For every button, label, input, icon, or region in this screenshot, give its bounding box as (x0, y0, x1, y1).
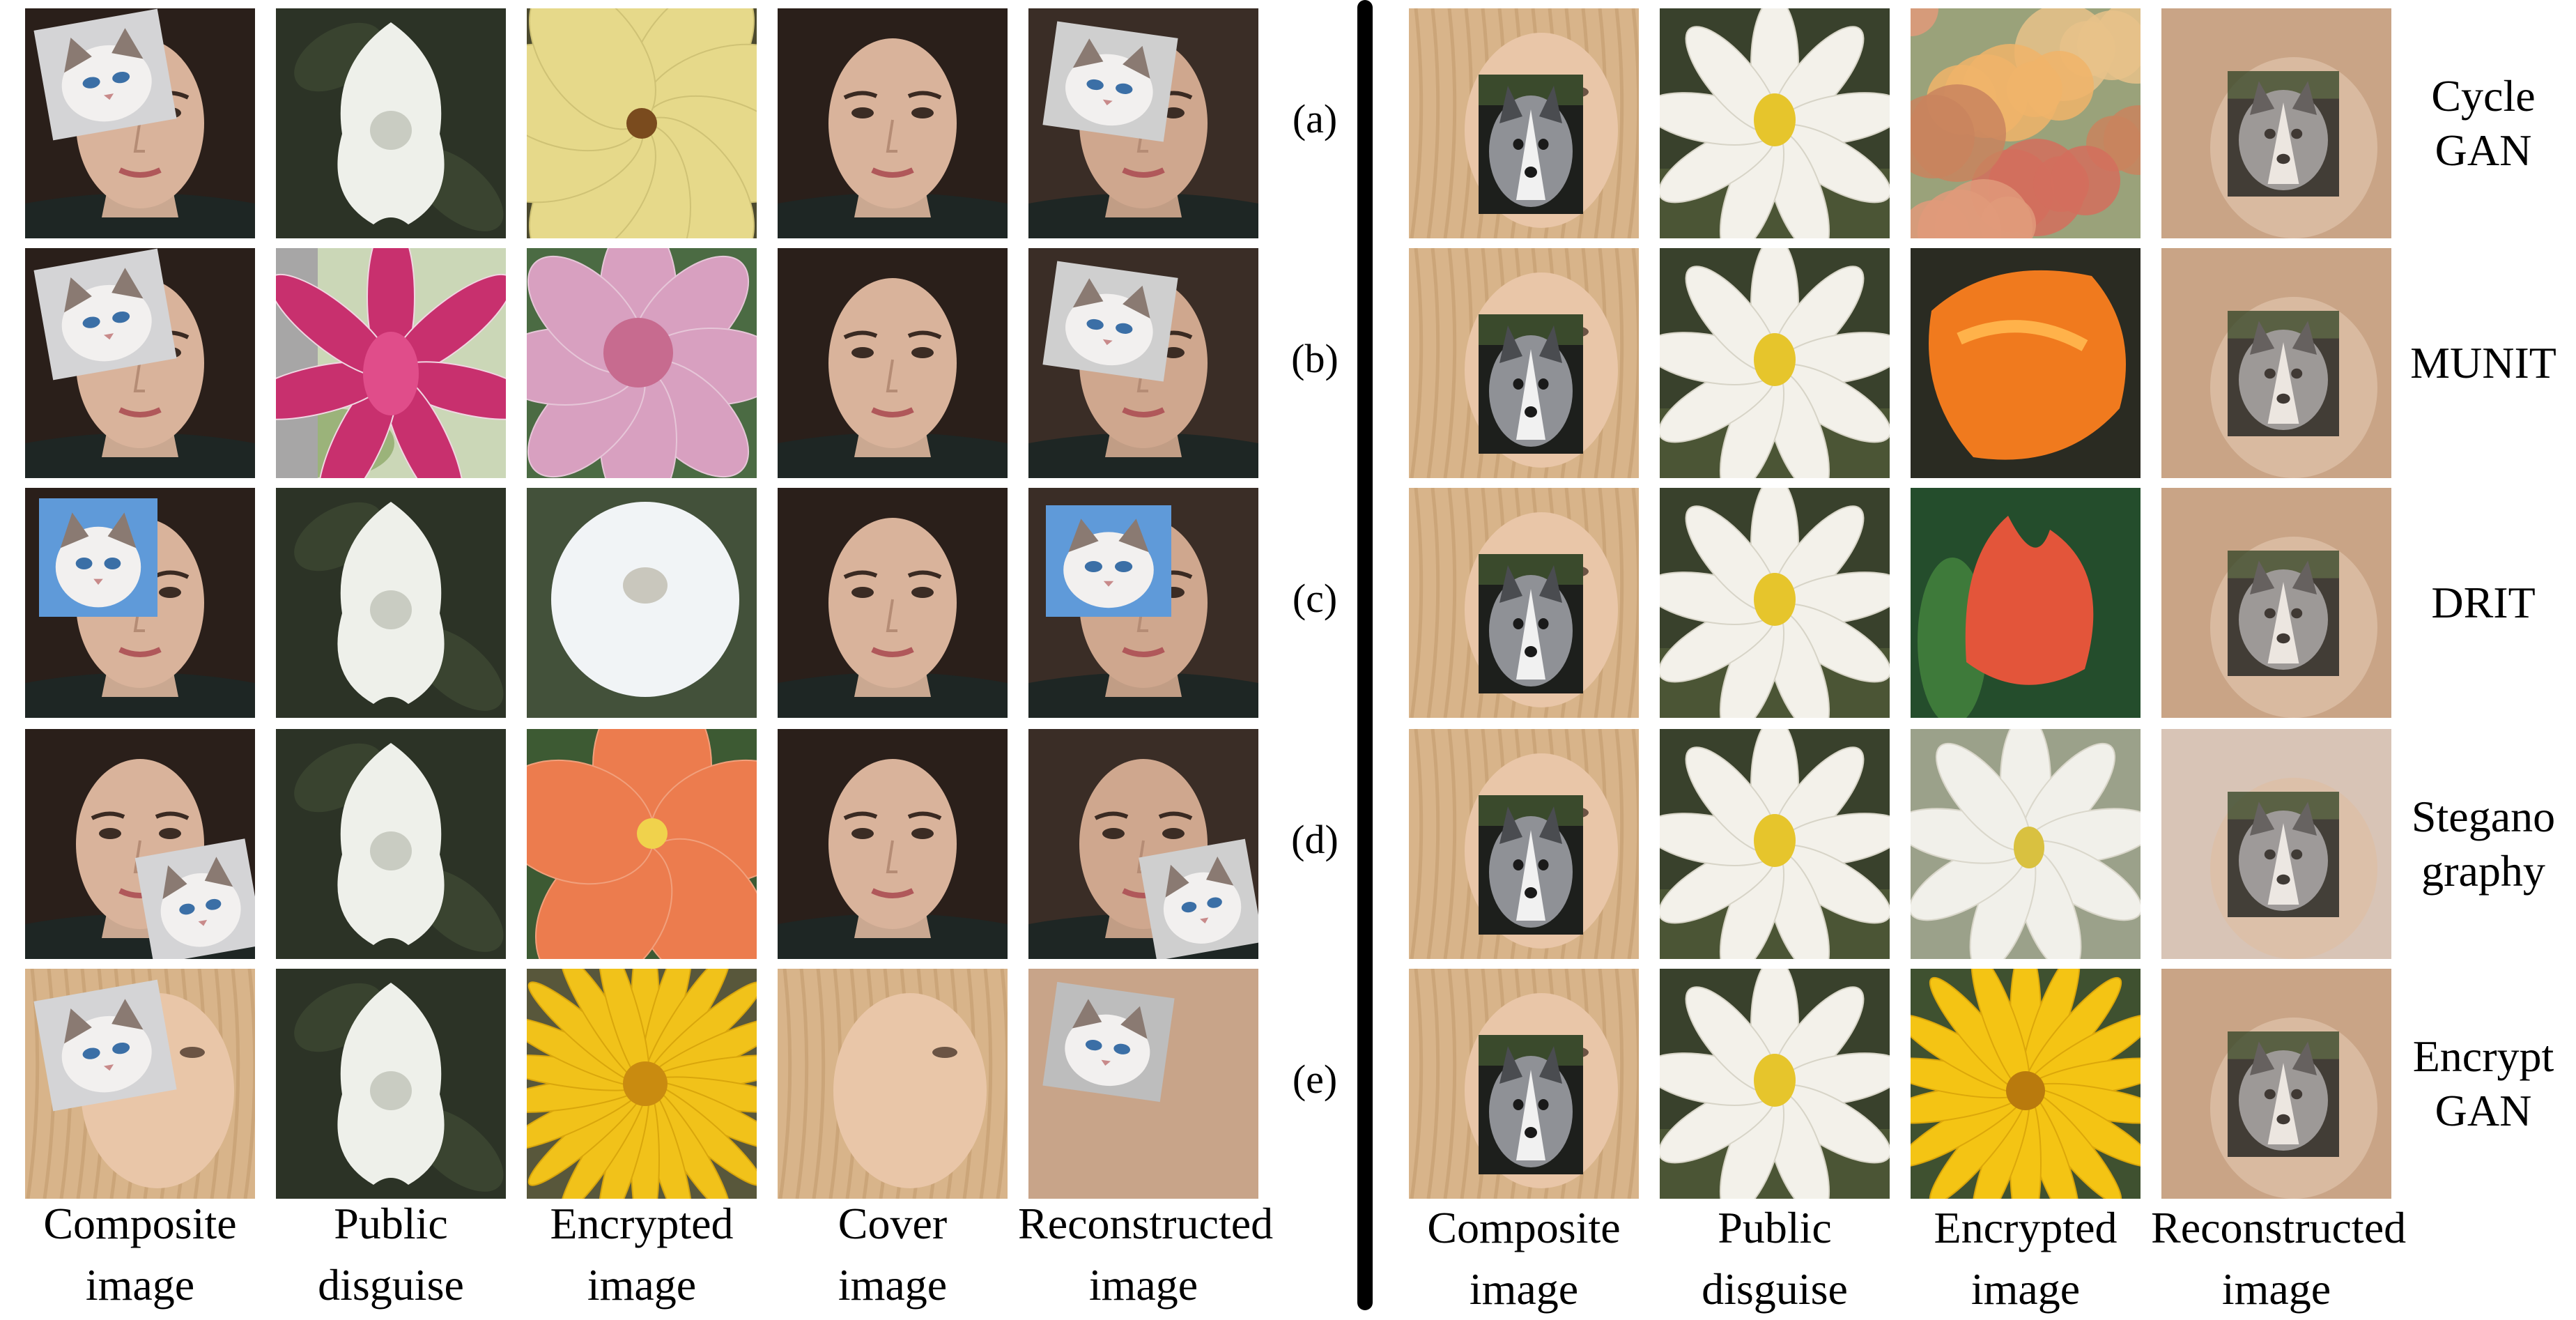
column-label-composite-line-2: image (85, 1260, 195, 1310)
column-label-public-disguise-line-2: disguise (318, 1260, 464, 1310)
method-public-disguise-2 (1660, 248, 1890, 478)
method-column-label-encrypted: Encrypted image (1900, 1197, 2151, 1320)
row-label-d: (d) (1270, 816, 1360, 863)
method-column-label-composite-line-1: Composite (1427, 1203, 1621, 1252)
column-label-public-disguise: Public disguise (265, 1193, 516, 1316)
method-label-2: MUNIT (2379, 336, 2576, 390)
row-label-a-line-1: (a) (1292, 96, 1338, 141)
row-label-c-line-1: (c) (1292, 576, 1338, 621)
method-composite-image-4 (1409, 729, 1639, 959)
column-label-reconstructed-line-1: Reconstructed (1018, 1199, 1274, 1248)
method-public-disguise-3 (1660, 488, 1890, 718)
method-encrypted-image-2 (1911, 248, 2141, 478)
method-reconstructed-image-4 (2161, 729, 2391, 959)
method-label-5: Encrypt GAN (2379, 1029, 2576, 1138)
column-label-composite-line-1: Composite (43, 1199, 237, 1248)
method-column-label-public-disguise-line-1: Public (1718, 1203, 1832, 1252)
encrypted-image-a (527, 8, 757, 238)
panel-divider (1357, 0, 1373, 1310)
reconstructed-image-a (1028, 8, 1258, 238)
method-column-label-encrypted-line-2: image (1970, 1264, 2081, 1314)
column-label-cover-line-2: image (838, 1260, 948, 1310)
row-label-e-line-1: (e) (1292, 1057, 1338, 1102)
encrypted-image-d (527, 729, 757, 959)
method-composite-image-5 (1409, 969, 1639, 1199)
public-disguise-d (276, 729, 506, 959)
method-label-4-line-2: graphy (2421, 846, 2545, 896)
method-encrypted-image-5 (1911, 969, 2141, 1199)
column-label-cover: Cover image (767, 1193, 1018, 1316)
composite-image-d (25, 729, 255, 959)
encrypted-image-b (527, 248, 757, 478)
method-label-3-line-1: DRIT (2431, 578, 2536, 627)
composite-image-a (25, 8, 255, 238)
method-label-1-line-2: GAN (2435, 125, 2532, 175)
cover-image-e (778, 969, 1008, 1199)
public-disguise-e (276, 969, 506, 1199)
cover-image-b (778, 248, 1008, 478)
method-label-2-line-1: MUNIT (2410, 338, 2556, 387)
row-label-b-line-1: (b) (1291, 336, 1339, 381)
method-label-3: DRIT (2379, 576, 2576, 630)
method-label-1-line-1: Cycle (2431, 71, 2536, 121)
method-label-4-line-1: Stegano (2411, 792, 2556, 841)
method-column-label-reconstructed: Reconstructed image (2151, 1197, 2407, 1320)
encrypted-image-e (527, 969, 757, 1199)
method-public-disguise-4 (1660, 729, 1890, 959)
public-disguise-b (276, 248, 506, 478)
column-label-encrypted-line-2: image (587, 1260, 697, 1310)
column-label-encrypted-line-1: Encrypted (550, 1199, 734, 1248)
method-encrypted-image-3 (1911, 488, 2141, 718)
composite-image-b (25, 248, 255, 478)
method-composite-image-2 (1409, 248, 1639, 478)
method-composite-image-1 (1409, 8, 1639, 238)
row-label-a: (a) (1270, 95, 1360, 142)
row-label-b: (b) (1270, 335, 1360, 382)
method-reconstructed-image-1 (2161, 8, 2391, 238)
composite-image-e (25, 969, 255, 1199)
method-label-1: Cycle GAN (2379, 69, 2576, 178)
method-public-disguise-1 (1660, 8, 1890, 238)
row-label-e: (e) (1270, 1056, 1360, 1103)
method-public-disguise-5 (1660, 969, 1890, 1199)
row-label-c: (c) (1270, 575, 1360, 622)
column-label-public-disguise-line-1: Public (334, 1199, 448, 1248)
column-label-reconstructed: Reconstructed image (1018, 1193, 1274, 1316)
column-label-cover-line-1: Cover (838, 1199, 948, 1248)
composite-image-c (25, 488, 255, 718)
method-column-label-public-disguise: Public disguise (1649, 1197, 1900, 1320)
method-column-label-encrypted-line-1: Encrypted (1934, 1203, 2118, 1252)
method-encrypted-image-4 (1911, 729, 2141, 959)
public-disguise-a (276, 8, 506, 238)
method-encrypted-image-1 (1911, 8, 2141, 238)
cover-image-d (778, 729, 1008, 959)
method-column-label-composite-line-2: image (1469, 1264, 1579, 1314)
method-label-4: Stegano graphy (2379, 790, 2576, 898)
method-label-5-line-2: GAN (2435, 1086, 2532, 1135)
method-column-label-composite: Composite image (1398, 1197, 1649, 1320)
cover-image-c (778, 488, 1008, 718)
column-label-encrypted: Encrypted image (516, 1193, 767, 1316)
encrypted-image-c (527, 488, 757, 718)
column-label-reconstructed-line-2: image (1088, 1260, 1198, 1310)
cover-image-a (778, 8, 1008, 238)
method-column-label-public-disguise-line-2: disguise (1702, 1264, 1848, 1314)
reconstructed-image-b (1028, 248, 1258, 478)
reconstructed-image-d (1028, 729, 1258, 959)
method-composite-image-3 (1409, 488, 1639, 718)
method-column-label-reconstructed-line-1: Reconstructed (2151, 1203, 2407, 1252)
public-disguise-c (276, 488, 506, 718)
method-reconstructed-image-5 (2161, 969, 2391, 1199)
reconstructed-image-c (1028, 488, 1258, 718)
reconstructed-image-e (1028, 969, 1258, 1199)
method-reconstructed-image-2 (2161, 248, 2391, 478)
method-reconstructed-image-3 (2161, 488, 2391, 718)
method-column-label-reconstructed-line-2: image (2221, 1264, 2331, 1314)
column-label-composite: Composite image (15, 1193, 265, 1316)
method-label-5-line-1: Encrypt (2412, 1031, 2554, 1081)
row-label-d-line-1: (d) (1291, 817, 1339, 862)
